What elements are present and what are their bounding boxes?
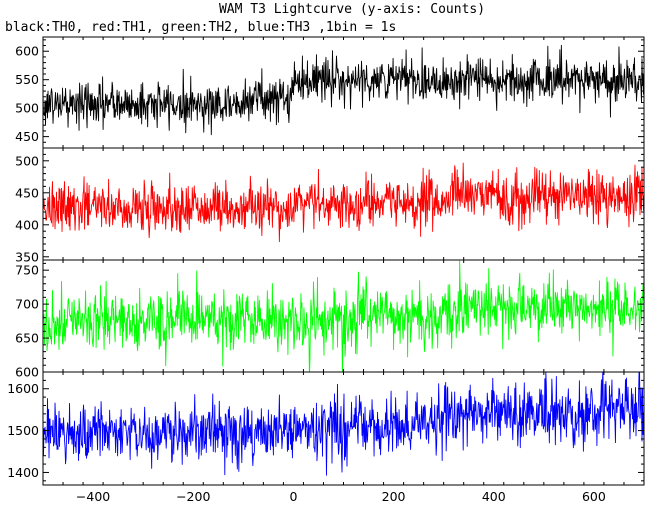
y-tick-label: 550 — [15, 72, 39, 87]
y-tick-label: 600 — [15, 44, 39, 59]
x-tick-label: 0 — [289, 489, 297, 504]
series-th3-line — [43, 372, 644, 476]
chart-subtitle: black:TH0, red:TH1, green:TH2, blue:TH3 … — [5, 20, 396, 35]
x-tick-label: 200 — [382, 489, 406, 504]
x-tick-label: 400 — [482, 489, 506, 504]
y-tick-label: 500 — [15, 101, 39, 116]
series-th0-line — [43, 44, 644, 136]
y-tick-label: 750 — [15, 263, 39, 278]
series-th1-line — [43, 162, 644, 243]
series-th2-line — [43, 260, 644, 372]
chart-title: WAM T3 Lightcurve (y-axis: Counts) — [219, 2, 485, 17]
y-tick-label: 600 — [15, 365, 39, 380]
y-tick-label: 450 — [15, 129, 39, 144]
y-tick-label: 1400 — [7, 465, 39, 480]
y-tick-label: 450 — [15, 185, 39, 200]
x-tick-label: 600 — [582, 489, 606, 504]
x-axis-labels: −400 −200 0 200 400 600 — [76, 489, 606, 504]
y-tick-label: 400 — [15, 217, 39, 232]
plot-area: 450 500 550 600 350 400 450 500 600 650 700 750 1400… — [7, 36, 645, 504]
y-tick-label: 1600 — [7, 381, 39, 396]
x-tick-label: −400 — [76, 489, 110, 504]
panel-th1: 350 400 450 500 — [15, 147, 645, 264]
x-tick-label: −200 — [176, 489, 210, 504]
y-tick-label: 1500 — [7, 423, 39, 438]
panel-th3: 1400 1500 1600 — [7, 371, 645, 486]
y-tick-label: 350 — [15, 249, 39, 264]
y-tick-label: 650 — [15, 331, 39, 346]
y-tick-label: 500 — [15, 153, 39, 168]
y-tick-label: 700 — [15, 297, 39, 312]
